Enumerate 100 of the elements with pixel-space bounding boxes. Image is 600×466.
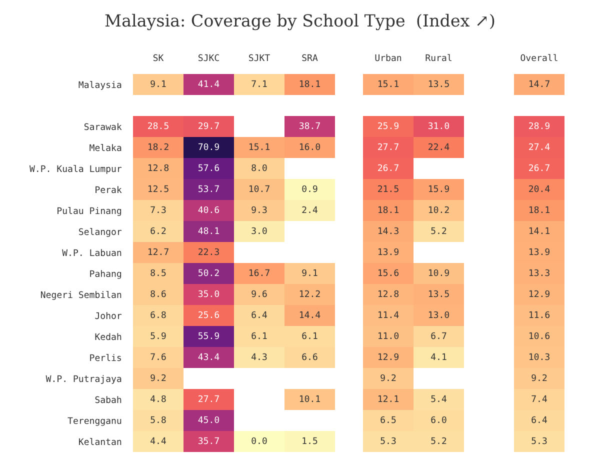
y-tick-label: W.P. Putrajaya [46,375,122,384]
data-label: 5.3 [532,437,547,444]
data-label: 13.0 [428,311,450,318]
data-label: 6.5 [380,416,396,424]
data-label: 9.2 [150,374,166,382]
data-label: 70.9 [198,143,220,150]
data-label: 7.1 [252,80,267,88]
y-tick-label: Perak [96,186,122,194]
data-label: 4.1 [431,353,446,360]
y-tick-label: W.P. Kuala Lumpur [29,165,122,174]
x-tick-label: SJKC [198,54,219,62]
data-label: 35.7 [198,437,219,444]
y-tick-label: Negeri Sembilan [40,291,122,300]
data-label: 14.3 [378,227,398,234]
data-label: 6.1 [252,332,267,340]
x-tick-label: SK [153,54,164,62]
data-label: 40.6 [198,206,220,214]
data-label: 9.1 [302,269,318,276]
y-tick-label: Malaysia [78,81,122,90]
data-label: 12.8 [148,164,169,172]
data-label: 7.4 [532,395,547,402]
data-label: 8.5 [150,269,166,276]
data-label: 10.2 [428,206,449,214]
data-label: 5.8 [150,416,166,424]
data-label: 28.9 [529,122,550,130]
y-tick-label: Selangor [79,228,122,237]
data-label: 5.4 [431,395,446,402]
data-label: 13.5 [428,80,449,88]
data-label: 13.9 [529,248,550,256]
data-label: 0.9 [302,185,318,192]
data-label: 13.9 [378,248,399,256]
data-label: 18.1 [378,206,399,214]
data-label: 29.7 [198,122,219,130]
x-tick-label: SRA [302,54,318,62]
data-label: 20.4 [529,185,550,192]
data-label: 4.4 [150,437,166,444]
data-label: 7.6 [150,353,166,360]
data-label: 12.9 [378,353,399,360]
data-label: 5.9 [150,332,166,340]
y-tick-label: Kelantan [79,438,122,446]
y-tick-label: W.P. Labuan [62,249,122,256]
data-label: 0.0 [252,437,267,444]
data-label: 10.7 [249,185,270,192]
x-tick-label: SJKT [248,54,270,62]
data-label: 9.1 [150,80,166,88]
data-label: 14.7 [529,80,550,88]
data-label: 9.2 [532,374,547,382]
data-label: 3.0 [252,227,267,234]
data-label: 16.0 [300,143,320,150]
data-label: 12.5 [148,185,168,192]
data-label: 45.0 [198,416,220,424]
data-label: 5.2 [431,437,446,444]
data-label: 2.4 [302,206,318,214]
data-label: 6.8 [150,311,166,318]
data-label: 13.3 [529,269,550,276]
data-label: 6.4 [252,311,267,318]
data-label: 14.4 [300,311,320,318]
data-label: 18.1 [529,206,550,214]
data-label: 6.6 [302,353,318,360]
data-label: 31.0 [428,122,450,130]
data-label: 38.7 [299,122,320,130]
data-label: 22.3 [198,248,219,256]
data-label: 11.0 [378,332,399,340]
y-tick-label: Pulau Pinang [58,207,122,216]
x-tick-label: Overall [520,54,558,62]
data-label: 27.7 [378,143,398,150]
data-label: 13.5 [428,290,449,298]
data-label: 57.6 [198,164,220,172]
chart-title: Malaysia: Coverage by School Type (Index ↗) [105,14,494,30]
data-label: 12.1 [378,395,399,402]
data-label: 5.2 [431,227,446,234]
data-label: 1.5 [302,437,318,444]
data-label: 15.1 [249,143,270,150]
data-label: 8.6 [150,290,166,298]
data-label: 43.4 [198,353,220,360]
y-tick-label: Sarawak [84,123,122,130]
data-label: 4.8 [150,395,166,402]
data-label: 6.1 [302,332,318,340]
data-label: 10.6 [529,332,550,340]
data-label: 50.2 [198,269,219,276]
data-label: 35.0 [198,290,220,298]
data-label: 9.3 [252,206,267,214]
data-label: 22.4 [428,143,450,150]
data-label: 48.1 [198,227,220,234]
data-label: 15.9 [428,185,450,192]
data-label: 9.2 [380,374,396,382]
y-tick-label: Perlis [90,354,121,362]
y-tick-label: Melaka [90,144,122,152]
data-label: 6.2 [150,227,166,234]
data-label: 41.4 [198,80,220,88]
data-label: 11.4 [378,311,399,318]
data-label: 10.3 [529,353,550,360]
data-label: 28.5 [148,122,168,130]
data-label: 16.7 [249,269,270,276]
data-label: 18.1 [300,80,320,88]
data-label: 6.4 [532,416,547,424]
y-tick-label: Terengganu [68,417,122,426]
data-label: 25.9 [378,122,399,130]
data-label: 11.6 [529,311,550,318]
data-label: 5.3 [380,437,396,444]
